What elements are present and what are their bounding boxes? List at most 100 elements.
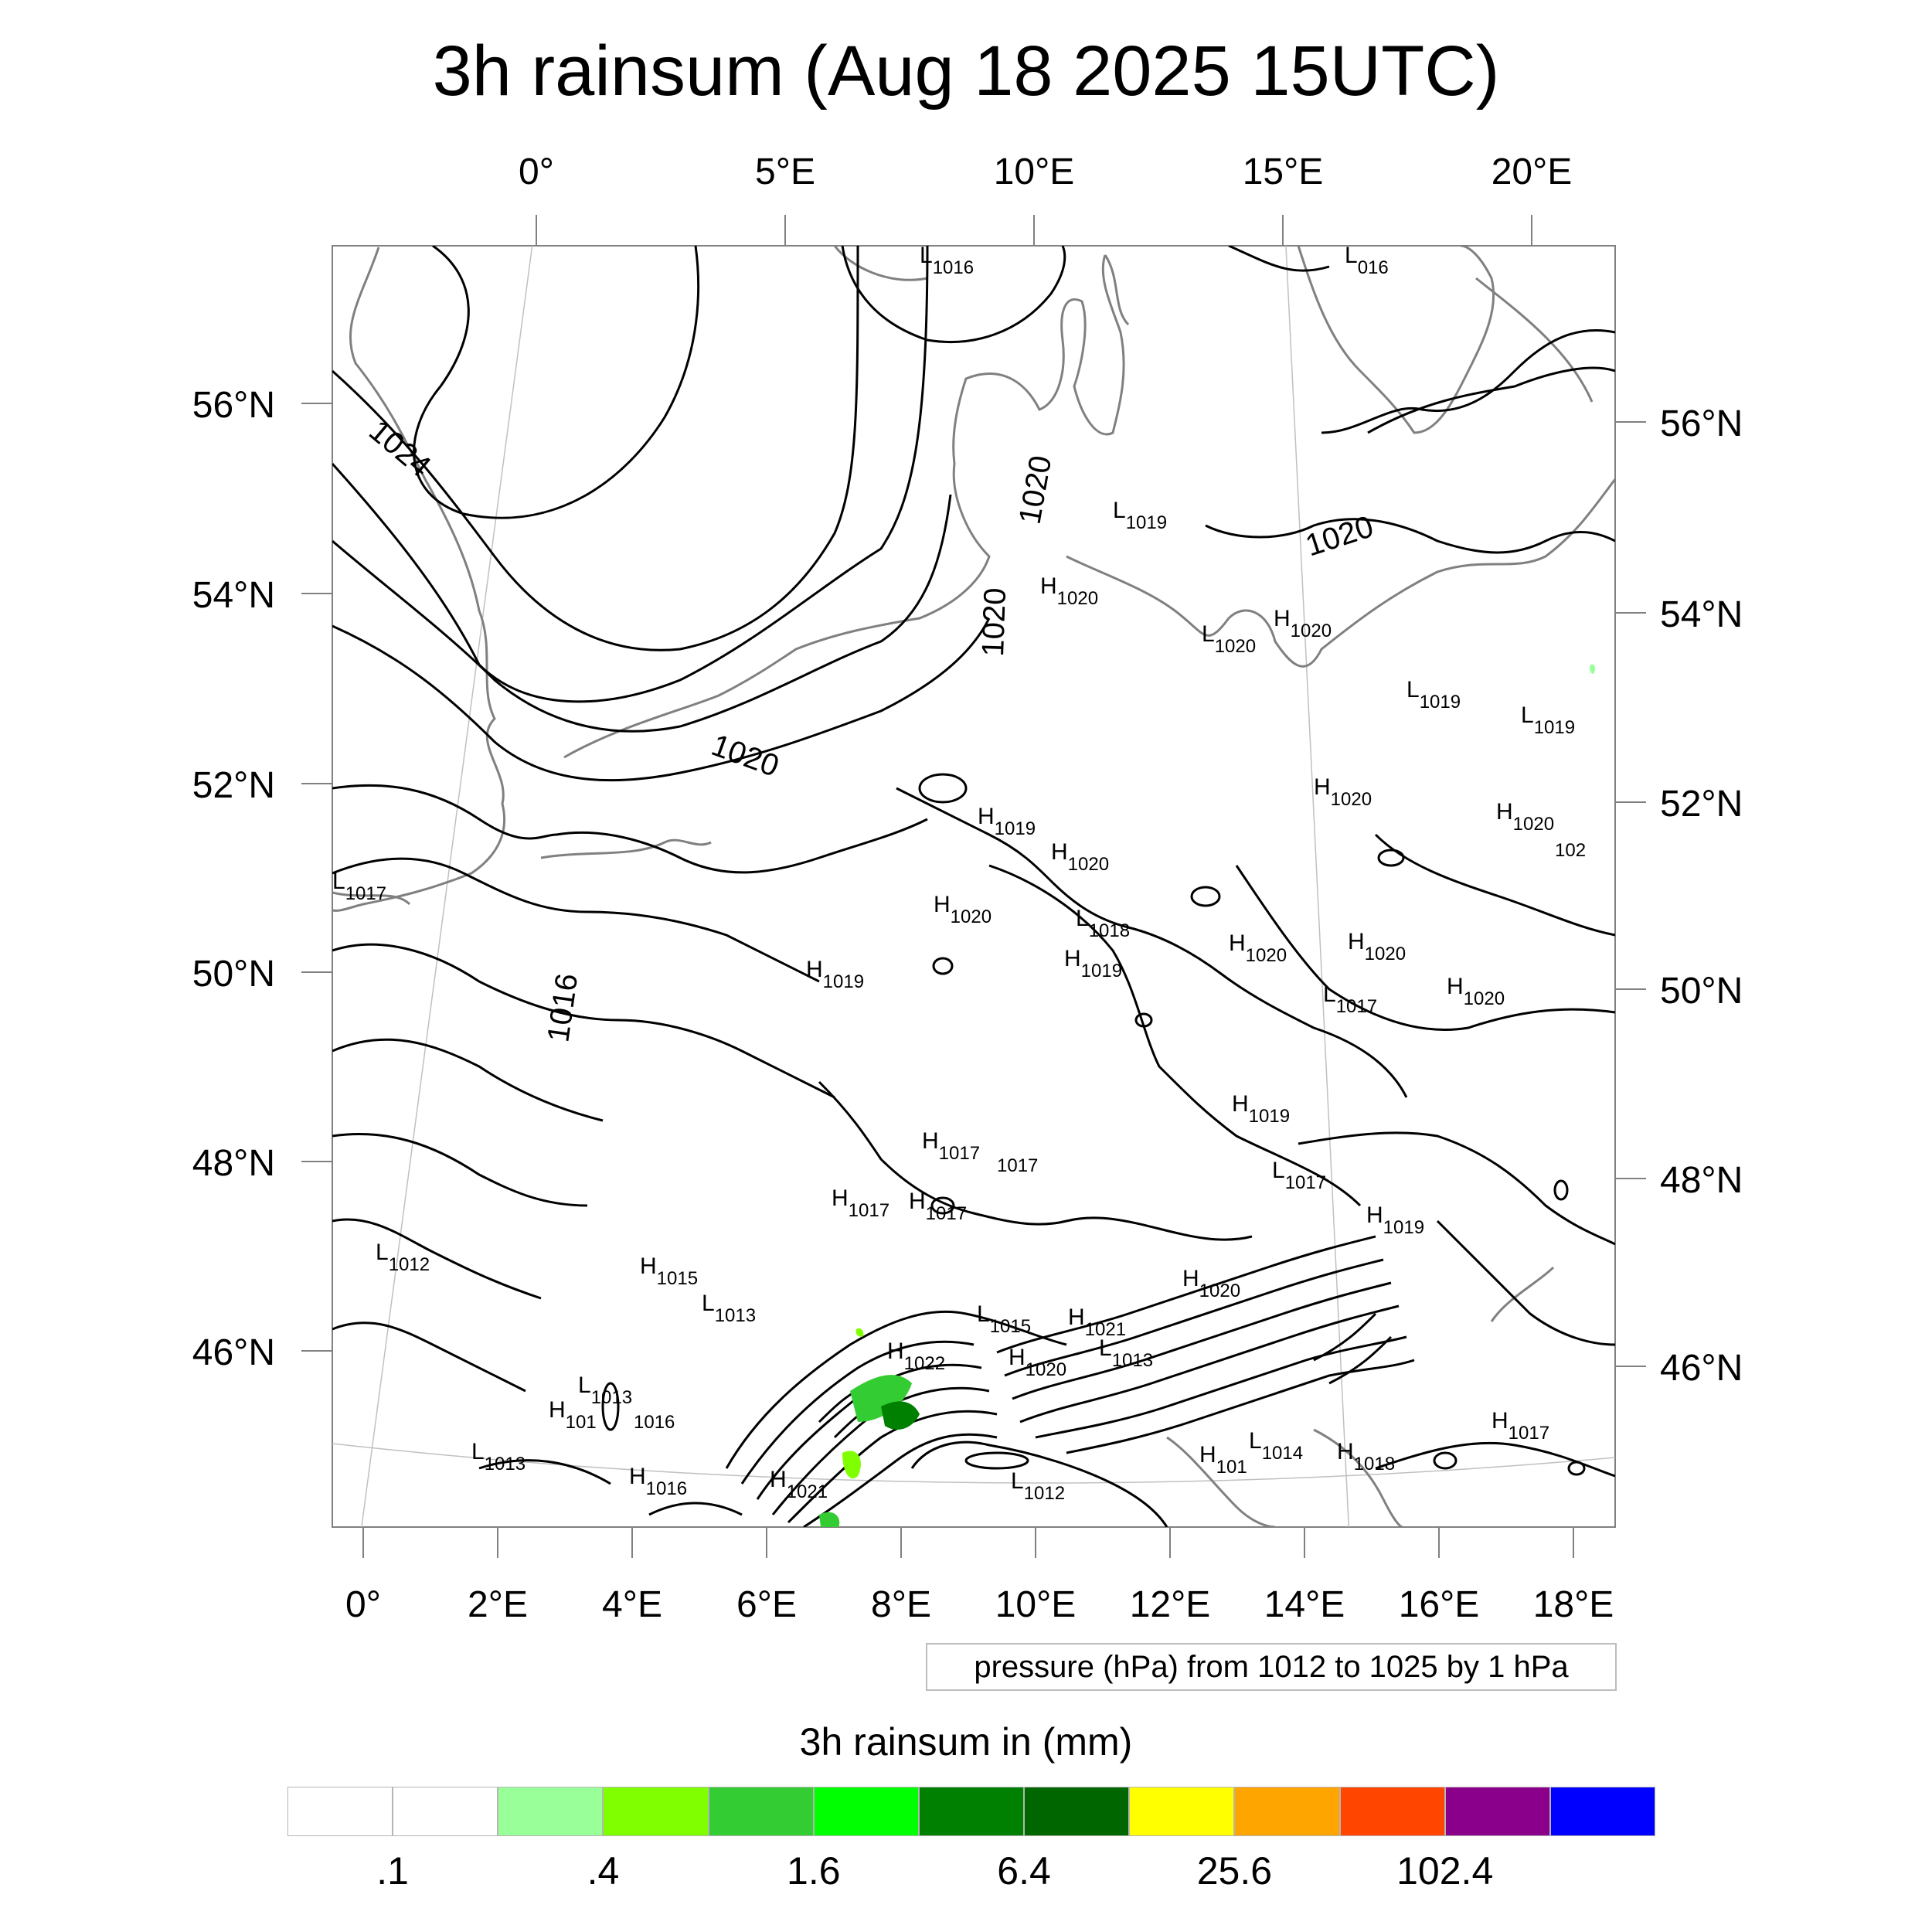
top-lon-label: 20°E [1492,151,1573,192]
bottom-lon-label: 16°E [1399,1584,1480,1625]
bottom-lon-label: 14°E [1264,1584,1345,1625]
colorbar-box [287,1787,393,1836]
high-pressure-label: H1019 [978,804,1036,839]
colorbar-box [1339,1787,1445,1836]
bottom-lon-label: 6°E [736,1584,797,1625]
colorbar-box [1549,1787,1656,1836]
left-lat-label: 54°N [192,575,275,616]
high-pressure-label: H1021 [1068,1304,1126,1340]
colorbar-label: 1.6 [787,1849,841,1893]
top-longitude-labels: 0° 5°E 10°E 15°E 20°E [519,151,1572,192]
high-pressure-label: H1015 [640,1253,698,1289]
pressure-label: 1017 [997,1155,1038,1176]
isobar-label: 1020 [976,587,1012,657]
colorbar-box [813,1787,919,1836]
high-pressure-label: H1020 [1314,774,1372,810]
low-pressure-label: L1017 [1272,1158,1326,1193]
low-pressure-label: L1012 [376,1240,430,1275]
high-pressure-label: H1017 [922,1128,980,1164]
pressure-centers: L1016 L016 L1019 H1020 L1020 H1020 L1019 L1019 H… [332,243,1586,1504]
top-lon-label: 0° [519,151,554,192]
colorbar-label: .4 [587,1849,620,1893]
bottom-lon-label: 2°E [468,1584,528,1625]
colorbar-label: 25.6 [1196,1849,1273,1893]
bottom-lon-label: 10°E [995,1584,1077,1625]
tick-marks [301,215,1646,1558]
high-pressure-label: H1020 [1496,799,1554,835]
right-lat-label: 52°N [1660,784,1743,825]
colorbar-box [498,1787,604,1836]
isobars [332,246,1615,1527]
left-lat-label: 46°N [192,1332,275,1373]
high-pressure-label: H1020 [1051,839,1109,875]
graticule [332,246,1615,1527]
high-pressure-label: H1022 [887,1338,945,1374]
colorbar-label: .1 [376,1849,409,1893]
left-lat-label: 52°N [192,765,275,806]
colorbar-box [393,1787,498,1836]
low-pressure-label: L1013 [702,1291,756,1326]
low-pressure-label: L1012 [1011,1468,1065,1504]
low-pressure-label: L1019 [1521,702,1575,738]
left-latitude-labels: 56°N 54°N 52°N 50°N 48°N 46°N [192,385,275,1373]
low-pressure-label: L1013 [578,1372,632,1408]
coastlines [332,246,1615,1527]
low-pressure-label: L1013 [1099,1335,1153,1371]
left-lat-label: 56°N [192,385,275,426]
high-pressure-label: H1017 [909,1189,967,1224]
colorbar [287,1787,1656,1836]
high-pressure-label: H1020 [1274,606,1332,641]
right-lat-label: 56°N [1660,403,1743,444]
bottom-lon-label: 18°E [1533,1584,1614,1625]
right-lat-label: 50°N [1660,971,1743,1012]
colorbar-box [918,1787,1025,1836]
high-pressure-label: H1019 [1232,1091,1290,1127]
high-pressure-label: H101 [1199,1442,1247,1478]
pressure-label: 1016 [634,1412,675,1433]
bottom-lon-label: 8°E [871,1584,931,1625]
colorbar-box [1024,1787,1130,1836]
bottom-longitude-labels: 0° 2°E 4°E 6°E 8°E 10°E 12°E 14°E 16°E 1… [345,1584,1614,1625]
high-pressure-label: H101 [549,1397,597,1433]
pressure-label: 102 [1555,840,1586,861]
colorbar-box [708,1787,814,1836]
colorbar-label: 102.4 [1396,1849,1494,1893]
colorbar-title: 3h rainsum in (mm) [799,1720,1133,1764]
low-pressure-label: L1017 [1323,981,1377,1017]
colorbar-box [1234,1787,1340,1836]
low-pressure-label: L1013 [471,1439,526,1475]
high-pressure-label: H1016 [629,1464,687,1499]
top-lon-label: 10°E [994,151,1075,192]
colorbar-label: 6.4 [997,1849,1051,1893]
low-pressure-label: L1018 [1076,906,1130,941]
high-pressure-label: H1020 [1229,930,1287,966]
low-pressure-label: L1017 [332,869,386,904]
colorbar-box [1129,1787,1235,1836]
bottom-lon-label: 0° [345,1584,381,1625]
low-pressure-label: L1020 [1202,621,1256,657]
high-pressure-label: H1019 [1064,946,1122,981]
map-frame [332,245,1616,1528]
left-lat-label: 50°N [192,954,275,995]
bottom-lon-label: 4°E [602,1584,662,1625]
high-pressure-label: H1020 [1182,1266,1240,1301]
colorbar-box [1444,1787,1550,1836]
colorbar-box [603,1787,709,1836]
low-pressure-label: L016 [1345,243,1389,278]
high-pressure-label: H1019 [806,957,864,992]
top-lon-label: 5°E [755,151,815,192]
high-pressure-label: H1020 [1009,1345,1066,1380]
right-lat-label: 48°N [1660,1160,1743,1201]
rain-areas [819,664,1596,1527]
top-lon-label: 15°E [1243,151,1324,192]
high-pressure-label: H1020 [1447,974,1505,1009]
map-title: 3h rainsum (Aug 18 2025 15UTC) [432,32,1500,111]
high-pressure-label: H1021 [770,1467,828,1502]
contour-info-box: pressure (hPa) from 1012 to 1025 by 1 hP… [926,1643,1617,1691]
high-pressure-label: H1020 [934,892,992,927]
high-pressure-label: H1017 [832,1185,889,1221]
high-pressure-label: H1020 [1040,573,1098,609]
high-pressure-label: H1019 [1366,1202,1424,1238]
bottom-lon-label: 12°E [1130,1584,1211,1625]
